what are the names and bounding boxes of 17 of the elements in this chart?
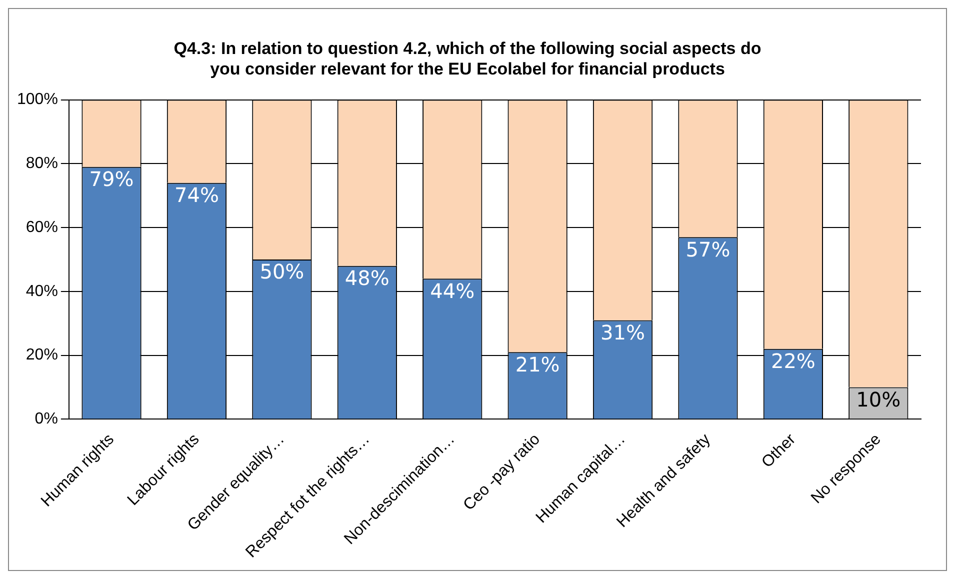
chart-title: Q4.3: In relation to question 4.2, which of the following social aspects do you consider relevant for the EU Ecolabel for financial products	[174, 38, 762, 78]
data-label: 21%	[515, 352, 560, 376]
data-label: 50%	[260, 260, 304, 284]
data-label: 31%	[600, 320, 645, 344]
data-label: 79%	[89, 167, 134, 192]
data-label: 22%	[770, 349, 816, 374]
y-tick-label: 100%	[17, 91, 58, 108]
y-tick-label: 20%	[26, 346, 58, 364]
y-tick-label: 40%	[26, 282, 58, 300]
data-label: 57%	[686, 237, 730, 262]
data-label: 74%	[174, 183, 219, 208]
y-tick-label: 60%	[26, 218, 58, 236]
data-label: 48%	[344, 266, 390, 290]
y-tick-label: 80%	[26, 155, 58, 172]
data-label: 44%	[430, 278, 475, 303]
data-label: 10%	[856, 387, 901, 412]
y-tick-label: 0%	[34, 410, 58, 428]
